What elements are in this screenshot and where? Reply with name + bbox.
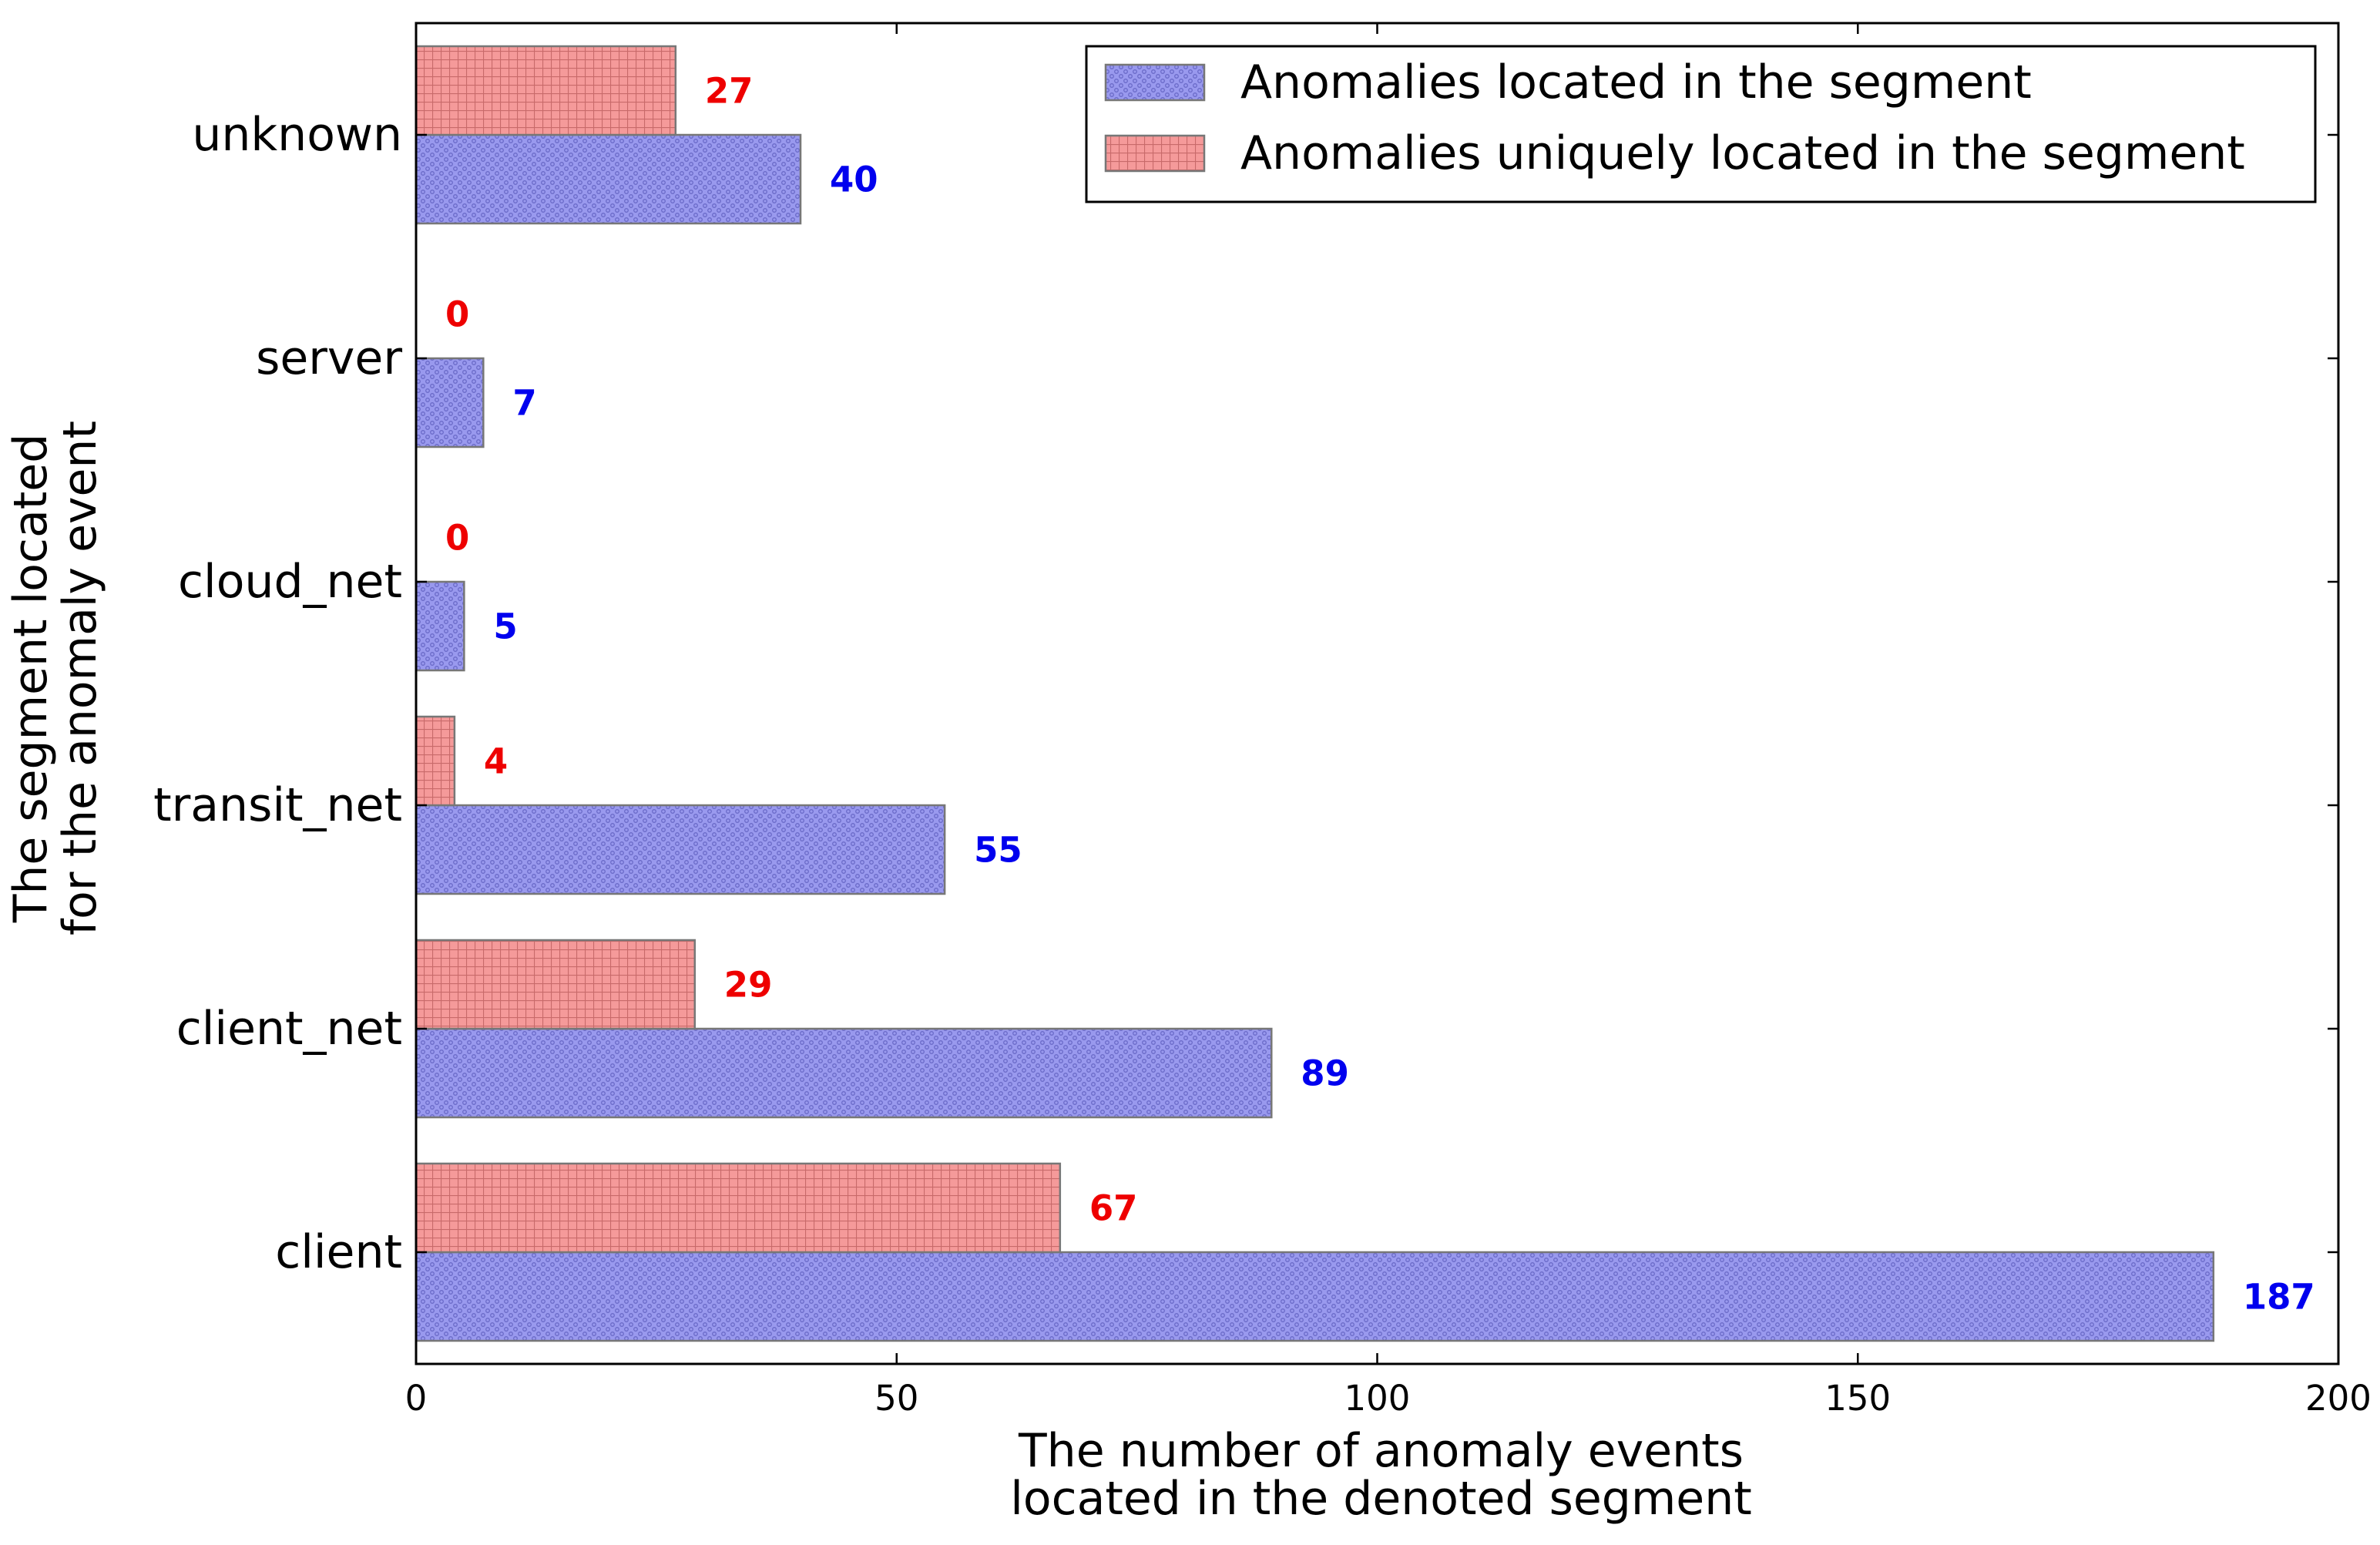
- legend-swatch-unique: [1104, 134, 1206, 173]
- y-tick-label-server: server: [256, 331, 402, 385]
- y-axis-title-line-1: The segment located: [4, 434, 58, 924]
- legend-label-unique: Anomalies uniquely located in the segmen…: [1240, 126, 2245, 180]
- y-tick-label-unknown: unknown: [192, 108, 402, 162]
- bar-located-client: [415, 1251, 2215, 1342]
- y-tick-label-transit_net: transit_net: [153, 778, 402, 832]
- x-tick-label-0: 0: [405, 1378, 428, 1419]
- ticks-layer: [415, 23, 2340, 1364]
- value-label-unique-server: 0: [445, 294, 469, 335]
- legend-swatch-located: [1104, 63, 1206, 102]
- x-tick-label-150: 150: [1824, 1378, 1891, 1419]
- legend-box: [1085, 45, 2317, 203]
- x-axis-title-line-1: The number of anomaly events: [1018, 1424, 1744, 1478]
- legend: Anomalies located in the segment Anomalie…: [1085, 45, 2317, 203]
- bar-located-client_net: [415, 1027, 1273, 1119]
- value-labels-layer: 187 67 89 29 55 4 5 0 7 0 40 27: [445, 71, 2315, 1318]
- value-label-located-transit_net: 55: [974, 830, 1022, 871]
- x-tick-label-100: 100: [1344, 1378, 1411, 1419]
- value-label-unique-transit_net: 4: [484, 741, 508, 782]
- value-label-unique-client_net: 29: [724, 965, 773, 1006]
- value-label-located-client: 187: [2243, 1277, 2315, 1318]
- value-label-located-client_net: 89: [1301, 1053, 1349, 1094]
- bar-located-cloud_net: [415, 580, 465, 672]
- value-label-located-cloud_net: 5: [493, 606, 517, 647]
- value-label-unique-unknown: 27: [705, 71, 754, 112]
- bar-located-server: [415, 357, 485, 448]
- bar-unique-client_net: [415, 939, 697, 1030]
- bar-unique-client: [415, 1162, 1062, 1254]
- x-tick-label-50: 50: [874, 1378, 918, 1419]
- x-axis-title-line-2: located in the denoted segment: [1010, 1472, 1752, 1526]
- bars-layer: [415, 45, 2215, 1342]
- value-label-located-server: 7: [512, 383, 536, 424]
- axis-labels-layer: client client_net transit_net cloud_net serv…: [4, 108, 2372, 1526]
- value-label-unique-client: 67: [1089, 1188, 1138, 1229]
- y-axis-title-line-2: for the anomaly event: [53, 421, 107, 935]
- y-tick-label-cloud_net: cloud_net: [178, 555, 402, 609]
- y-tick-label-client_net: client_net: [176, 1002, 402, 1056]
- legend-label-located: Anomalies located in the segment: [1240, 55, 2032, 109]
- bar-located-unknown: [415, 133, 802, 225]
- bar-located-transit_net: [415, 804, 946, 895]
- value-label-located-unknown: 40: [830, 160, 878, 200]
- bar-unique-transit_net: [415, 715, 456, 807]
- value-label-unique-cloud_net: 0: [445, 518, 469, 559]
- bar-unique-unknown: [415, 45, 677, 136]
- y-tick-label-client: client: [275, 1225, 402, 1279]
- x-tick-label-200: 200: [2305, 1378, 2372, 1419]
